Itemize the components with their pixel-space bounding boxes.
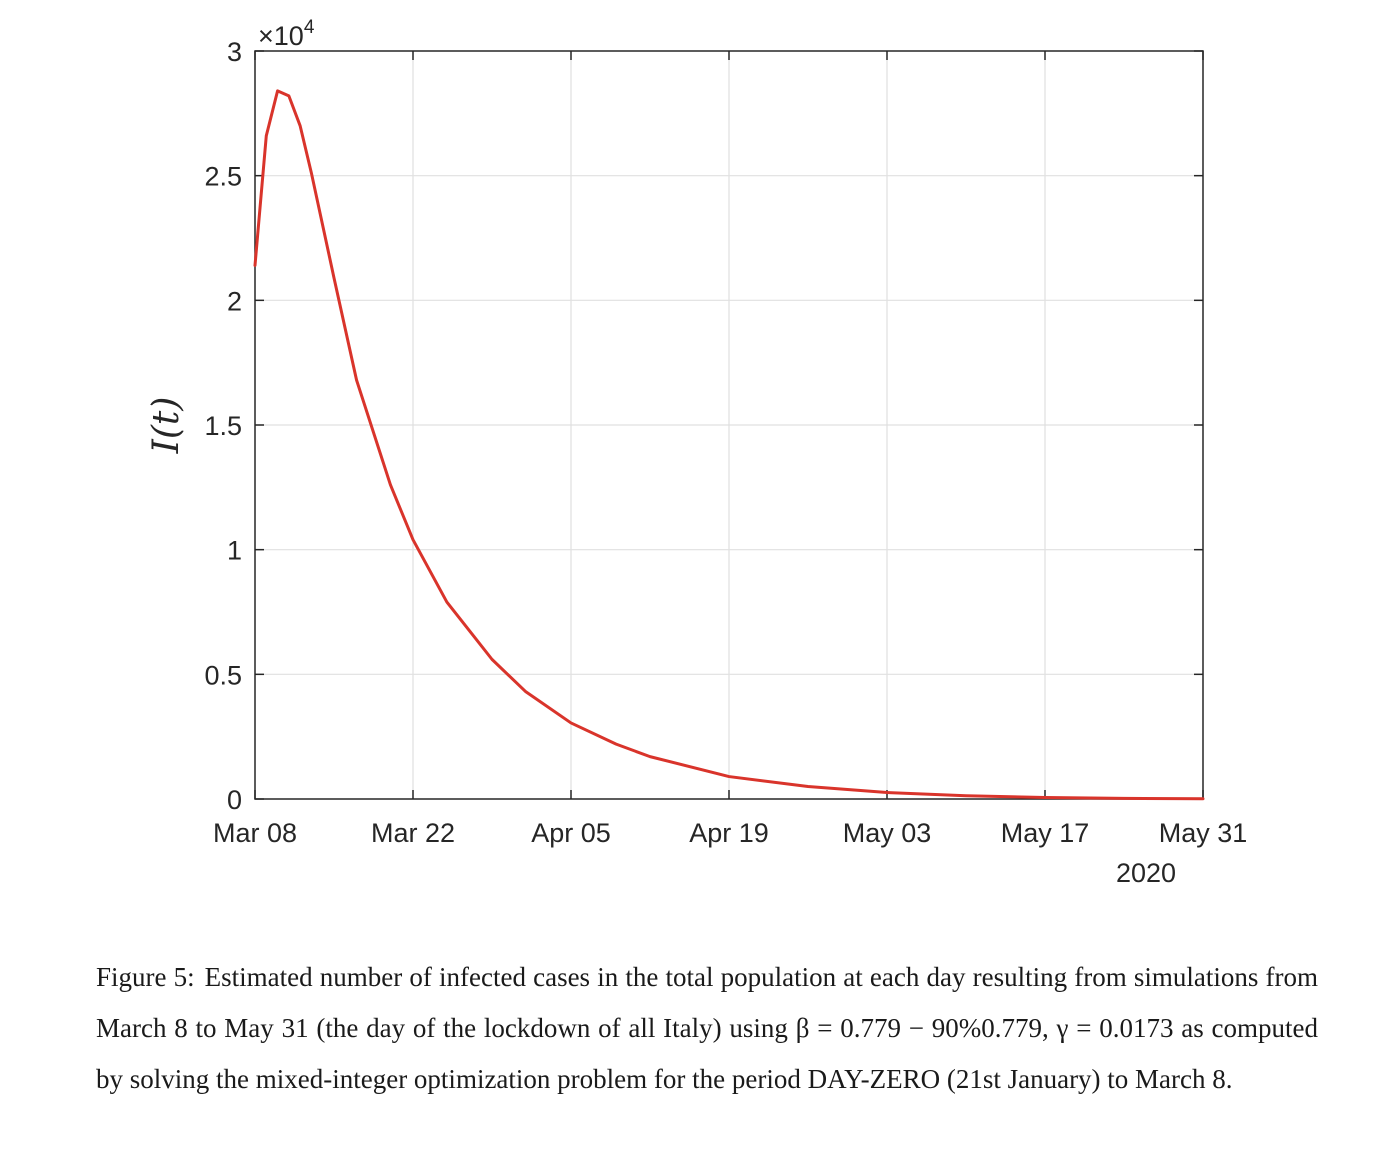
y-multiplier-base: 10 [274, 21, 304, 51]
y-tick-label: 0 [227, 785, 242, 815]
y-multiplier: ×104 [258, 17, 315, 51]
x-tick-label: Apr 05 [531, 818, 611, 848]
series-layer [253, 89, 1205, 801]
y-tick-label: 3 [227, 37, 242, 67]
y-tick-label: 2 [227, 286, 242, 316]
x-tick-label: Mar 08 [213, 818, 297, 848]
y-tick-label: 0.5 [204, 660, 242, 690]
y-tick-label: 1 [227, 536, 242, 566]
axis-ticks [254, 50, 1204, 800]
x-tick-label: Apr 19 [689, 818, 769, 848]
y-tick-label: 2.5 [204, 162, 242, 192]
x-tick-label: May 17 [1001, 818, 1090, 848]
caption-text: Estimated number of infected cases in th… [96, 962, 1318, 1094]
x-tick-labels: Mar 08 Mar 22 Apr 05 Apr 19 May 03 May 17 May … [213, 818, 1247, 848]
chart: 00.511.522.53 Mar 08 Mar 22 Apr 05 Apr 19 Ma… [146, 17, 1247, 888]
x-tick-label: Mar 22 [371, 818, 455, 848]
y-tick-label: 1.5 [204, 411, 242, 441]
y-multiplier-exponent: 4 [304, 17, 315, 38]
grid [255, 51, 1203, 799]
figure-caption: Figure 5: Estimated number of infected ca… [96, 952, 1318, 1105]
x-tick-label: May 03 [843, 818, 932, 848]
y-axis-label: I(t) [146, 397, 187, 455]
series-line [253, 89, 1205, 801]
x-tick-label: May 31 [1159, 818, 1248, 848]
y-tick-labels: 0 0.5 1 1.5 2 2.5 3 [204, 37, 242, 815]
caption-label: Figure 5: [96, 962, 195, 992]
x-secondary-label: 2020 [1116, 858, 1176, 888]
